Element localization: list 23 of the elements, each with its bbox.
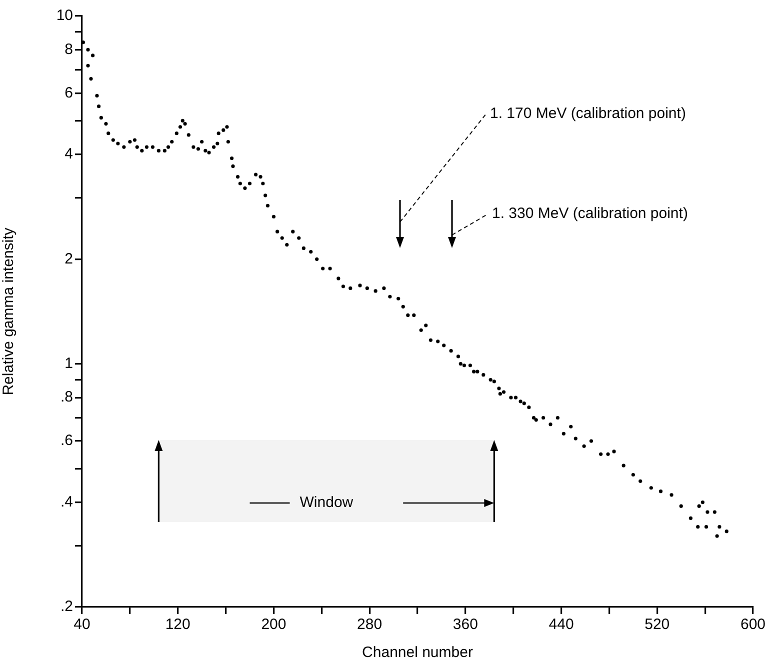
y-tick-label: 8 xyxy=(64,40,73,58)
y-tick-label: 10 xyxy=(56,7,73,24)
x-tick-label: 520 xyxy=(644,616,670,634)
y-tick-label: .6 xyxy=(60,432,73,450)
x-tick-label: 440 xyxy=(548,616,574,634)
y-tick-label: 2 xyxy=(64,250,73,268)
annotation: 1. 330 MeV (calibration point) xyxy=(492,205,688,222)
x-tick-label: 40 xyxy=(74,616,90,634)
x-tick-label: 600 xyxy=(740,616,766,634)
y-tick-label: .8 xyxy=(60,388,73,406)
band-label: Window xyxy=(300,494,354,512)
annotation: 1. 170 MeV (calibration point) xyxy=(490,105,686,122)
x-tick-label: 120 xyxy=(165,616,190,634)
y-tick-label: 6 xyxy=(64,84,73,102)
x-tick-label: 280 xyxy=(357,616,382,634)
y-axis-title: Relative gamma intensity xyxy=(0,227,18,396)
x-tick-label: 200 xyxy=(261,616,286,634)
x-tick-label: 360 xyxy=(452,616,478,634)
y-tick-label: 1 xyxy=(64,355,73,372)
x-axis-title: Channel number xyxy=(362,644,473,662)
y-tick-label: .2 xyxy=(60,598,73,616)
y-tick-label: 4 xyxy=(64,146,73,163)
y-tick-label: .4 xyxy=(60,493,73,510)
